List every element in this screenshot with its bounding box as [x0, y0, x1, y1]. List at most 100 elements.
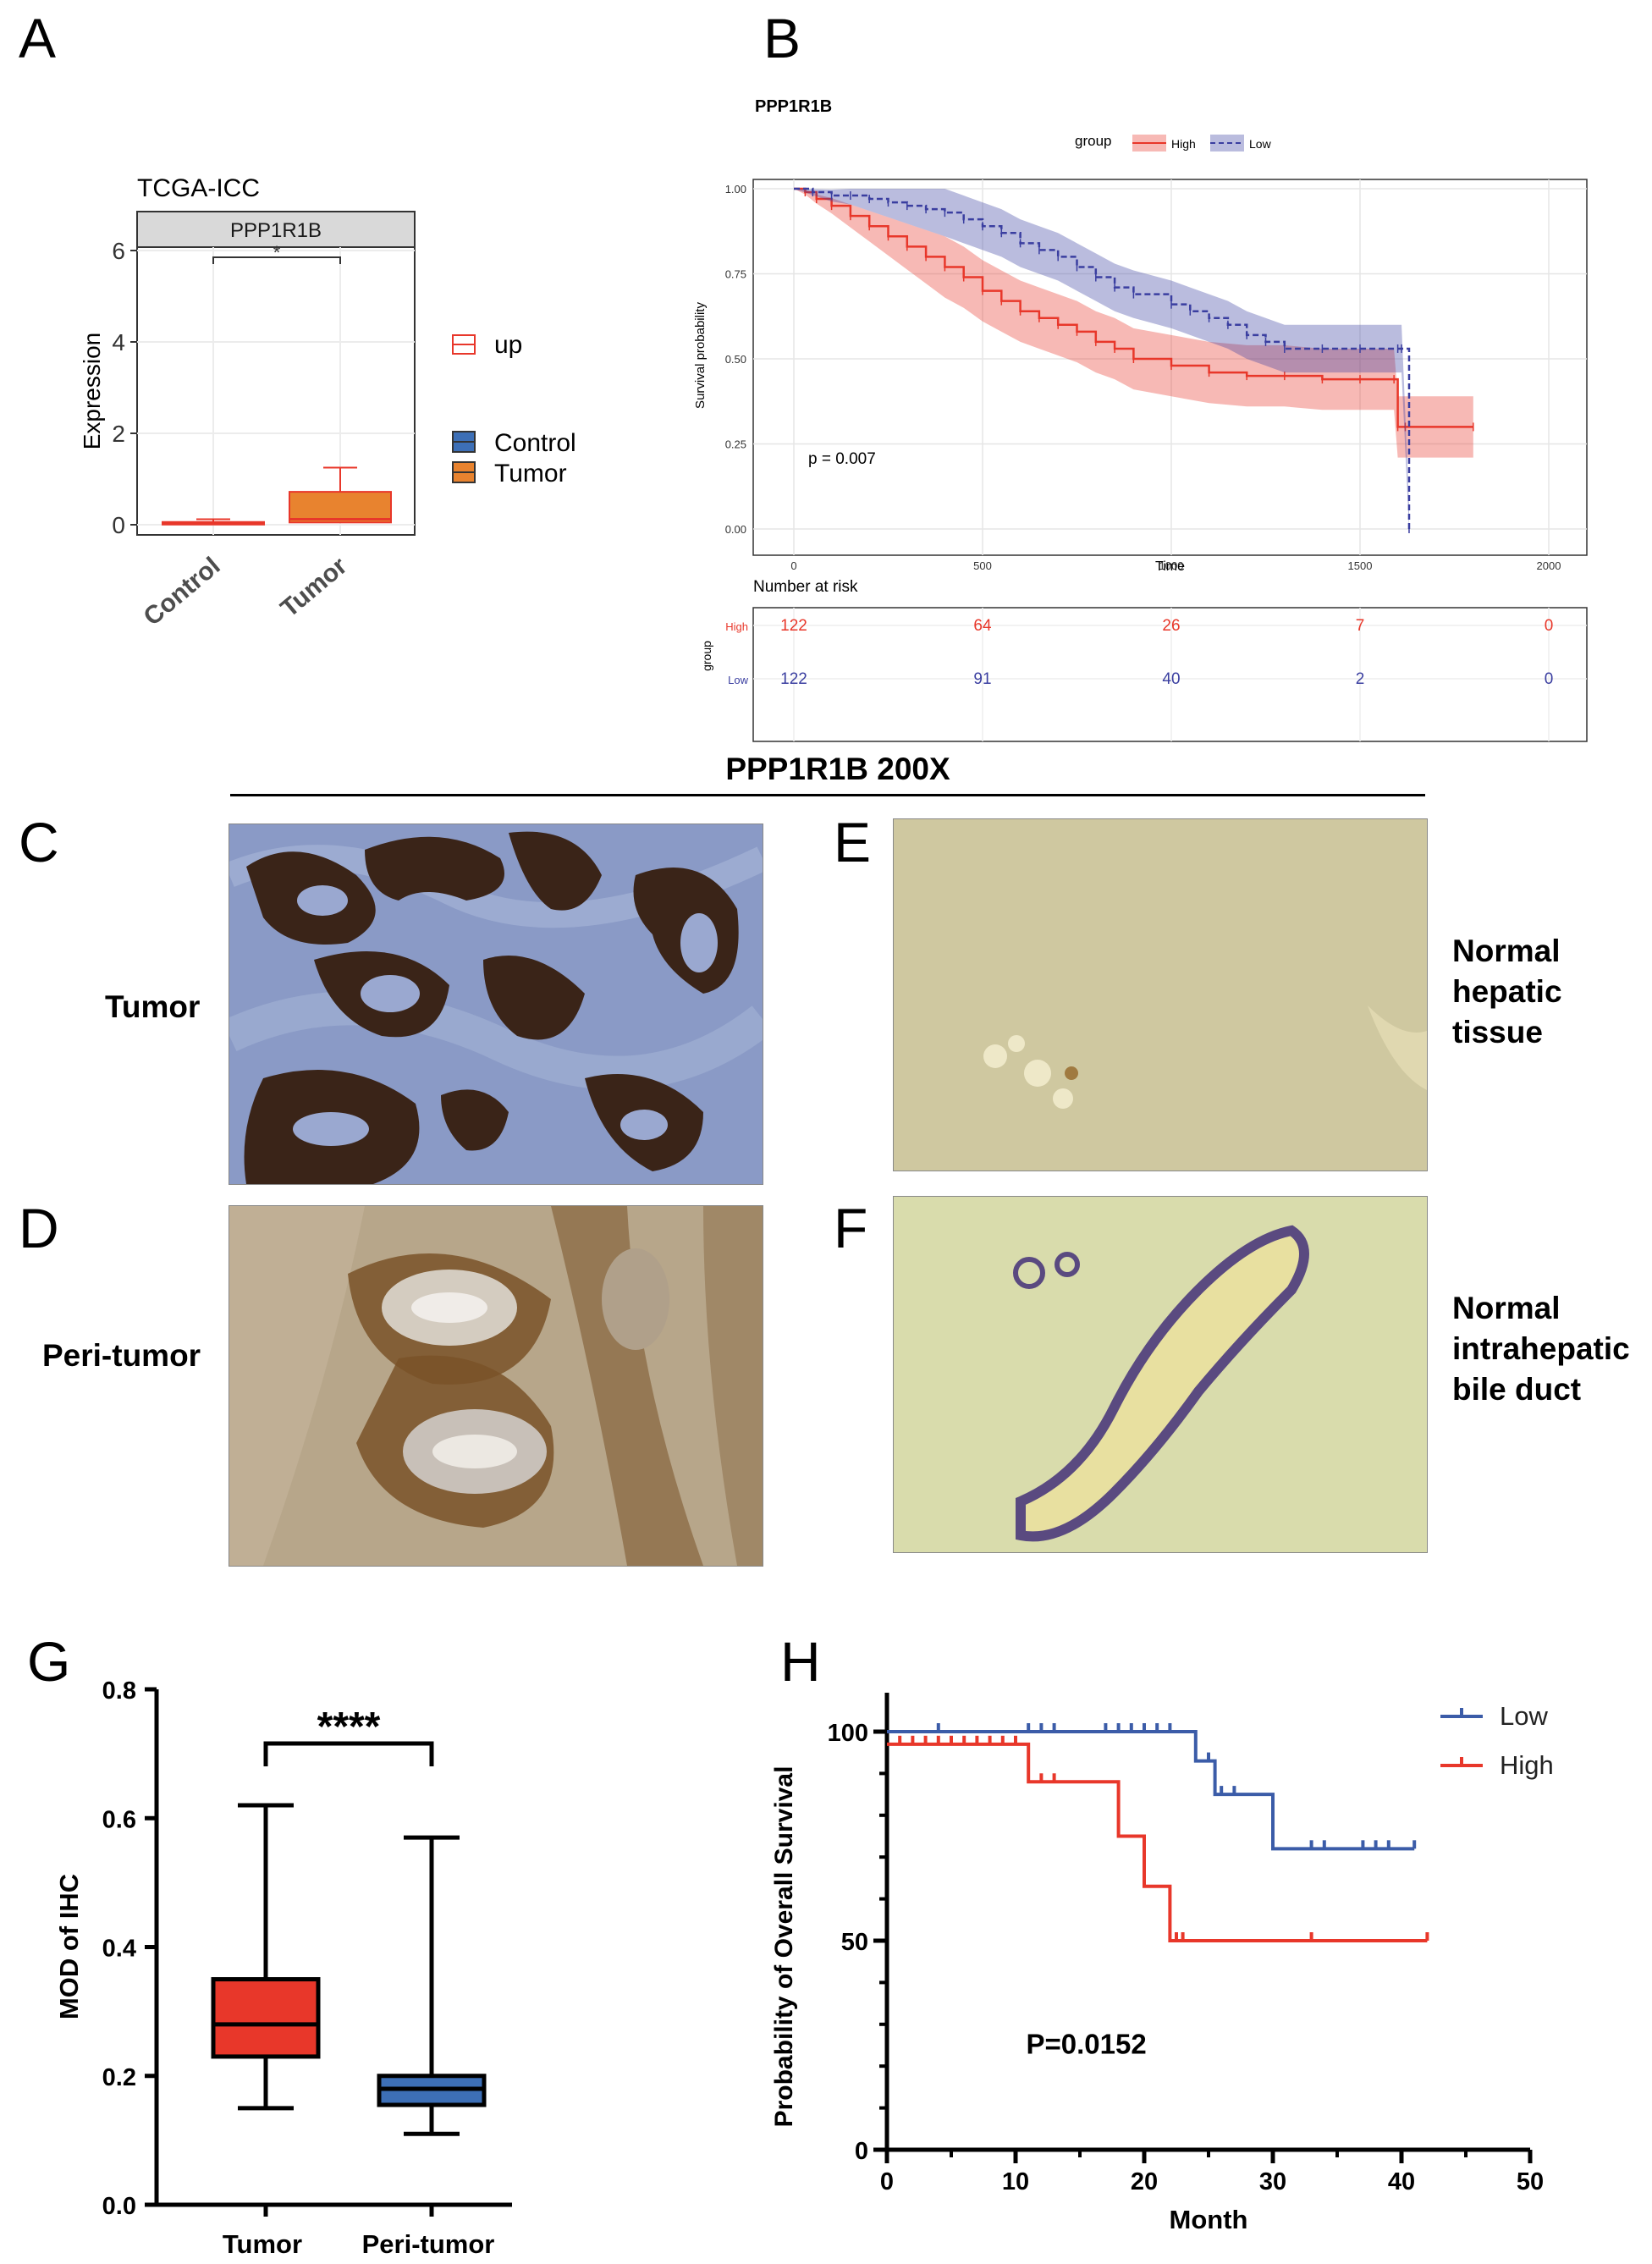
panel-letter-e: E	[834, 811, 872, 873]
normal-hepatic-ihc-image	[893, 818, 1428, 1171]
chart-b-ylabel: Survival probability	[693, 302, 708, 409]
tumor-ihc-image	[229, 824, 763, 1185]
chart-g-ytick-label: 0.8	[102, 1677, 136, 1705]
chart-g-ytick-label: 0.4	[102, 1936, 136, 1963]
chart-b-xlabel: Time	[1155, 559, 1185, 574]
chart-b-ytick-label: 1.00	[725, 183, 746, 196]
chart-a-xtick-label: Tumor	[275, 552, 352, 623]
chart-b-title: PPP1R1B	[755, 97, 832, 116]
label-normal-hepatic-line1: Normal	[1452, 934, 1561, 968]
label-normal-hepatic-line3: tissue	[1452, 1015, 1543, 1049]
chart-g-boxplot: 0.0 0.2 0.4 0.6 0.8 MOD of IHC Tumor Peri-tumor…	[54, 1677, 512, 2259]
chart-h-survival: 0 10 20 30 40 50 0 50 100 Month Probability of Ove…	[770, 1693, 1554, 2234]
label-tumor: Tumor	[105, 989, 201, 1024]
chart-h-ytick-label: 0	[855, 2138, 868, 2165]
chart-a-legend-label-control: Control	[494, 429, 576, 457]
chart-b-ci-band-high	[794, 189, 1473, 458]
chart-h-xtick-label: 30	[1259, 2168, 1286, 2195]
chart-b-curve-low	[794, 187, 1411, 529]
chart-g-ytick-label: 0.0	[102, 2193, 136, 2220]
chart-h-xtick-label: 0	[880, 2168, 894, 2195]
chart-b-risk-row-label-high: High	[725, 620, 748, 633]
label-normal-hepatic-line2: hepatic	[1452, 974, 1562, 1009]
label-normal-hepatic: Normal hepatic tissue	[1452, 931, 1562, 1053]
panel-letter-a: A	[19, 7, 57, 69]
chart-h-curve-low	[887, 1730, 1415, 1851]
chart-g-ytick-label: 0.6	[102, 1806, 136, 1833]
chart-a-ytick-label: 2	[112, 421, 125, 447]
chart-h-legend-label-high: High	[1500, 1750, 1554, 1780]
chart-a-sig-label: *	[273, 242, 281, 263]
chart-h-legend-label-low: Low	[1500, 1701, 1548, 1731]
chart-b-risk-value: 0	[1545, 617, 1554, 635]
chart-g-xtick-label-1: Peri-tumor	[362, 2229, 495, 2259]
panel-letter-b: B	[763, 7, 801, 69]
chart-b-legend-label-high: High	[1171, 137, 1196, 151]
ihc-header: PPP1R1B 200X	[725, 752, 950, 786]
label-normal-bile-line2: intrahepatic	[1452, 1331, 1630, 1366]
chart-b-curve-high	[794, 187, 1473, 428]
chart-b-pvalue: p = 0.007	[808, 450, 876, 468]
chart-b-risk-value: 0	[1545, 670, 1554, 688]
chart-a-ytick-label: 6	[112, 238, 125, 264]
chart-g-xtick-label-0: Tumor	[223, 2229, 302, 2259]
label-normal-bile-line1: Normal	[1452, 1291, 1561, 1325]
chart-b-ytick-label: 0.75	[725, 268, 746, 281]
chart-a-xtick-label: Control	[139, 552, 226, 631]
chart-b-risk-value: 122	[780, 617, 807, 635]
chart-a-legend-label-tumor: Tumor	[494, 460, 567, 488]
chart-b-risk-value: 40	[1162, 670, 1180, 688]
chart-b-xtick-label: 1000	[1159, 559, 1184, 572]
chart-b-ytick-label: 0.50	[725, 353, 746, 366]
chart-b-risk-value: 91	[973, 670, 991, 688]
chart-b-ytick-label: 0.25	[725, 438, 746, 451]
chart-b-plot-area	[752, 179, 1588, 556]
chart-b-xtick-label: 500	[973, 559, 992, 572]
chart-b-survival: PPP1R1B group High Low 0 500 1000 1500 2000 0.00 0…	[693, 97, 1588, 742]
chart-b-risk-area	[752, 607, 1588, 742]
chart-b-xtick-label: 2000	[1537, 559, 1561, 572]
chart-g-ylabel: MOD of IHC	[54, 1874, 84, 2019]
chart-g-sig-bracket	[263, 1741, 434, 1766]
chart-a-ytick-label: 0	[112, 512, 125, 538]
panel-letter-g: G	[27, 1630, 71, 1693]
chart-b-risk-ylabel: group	[700, 641, 713, 671]
chart-b-risk-title: Number at risk	[753, 578, 858, 596]
chart-b-risk-value: 7	[1356, 617, 1365, 635]
label-normal-bile: Normal intrahepatic bile duct	[1452, 1288, 1630, 1410]
chart-b-risk-value: 122	[780, 670, 807, 688]
chart-a-ytick-label: 4	[112, 329, 125, 355]
chart-b-xtick-label: 1500	[1348, 559, 1373, 572]
chart-h-xtick-label: 10	[1002, 2168, 1029, 2195]
panel-letter-f: F	[834, 1197, 868, 1259]
chart-g-box-0	[211, 1977, 321, 2059]
chart-h-pvalue: P=0.0152	[1026, 2028, 1146, 2059]
chart-b-legend-label-low: Low	[1249, 137, 1272, 151]
chart-a-box-tumor	[289, 491, 392, 524]
chart-a-facet-label: PPP1R1B	[230, 219, 322, 242]
panel-letter-c: C	[19, 811, 59, 873]
chart-b-risk-row-label-low: Low	[728, 674, 748, 686]
chart-h-curve-high	[887, 1742, 1428, 1942]
chart-a-title: TCGA-ICC	[137, 174, 260, 202]
chart-a-sig-bracket	[212, 256, 341, 264]
chart-h-xtick-label: 20	[1131, 2168, 1158, 2195]
chart-h-xtick-label: 50	[1517, 2168, 1544, 2195]
chart-h-xtick-label: 40	[1388, 2168, 1415, 2195]
chart-b-risk-value: 26	[1162, 617, 1180, 635]
chart-a-boxplot: TCGA-ICC PPP1R1B 0 2 4 6 Expression Control Tumo…	[79, 174, 576, 631]
normal-bile-duct-ihc-image	[893, 1196, 1428, 1553]
chart-g-sig-label: ****	[317, 1705, 381, 1749]
chart-h-ytick-label: 50	[841, 1929, 868, 1956]
chart-g-ytick-label: 0.2	[102, 2064, 136, 2091]
peri-tumor-ihc-image	[229, 1205, 763, 1567]
panel-letter-d: D	[19, 1197, 59, 1259]
panel-letter-h: H	[780, 1630, 821, 1693]
chart-b-risk-value: 2	[1356, 670, 1365, 688]
chart-b-risk-value: 64	[973, 617, 992, 635]
chart-h-xlabel: Month	[1170, 2205, 1248, 2234]
label-normal-bile-line3: bile duct	[1452, 1372, 1582, 1407]
label-peri-tumor: Peri-tumor	[42, 1338, 201, 1373]
chart-b-ytick-label: 0.00	[725, 523, 746, 536]
chart-b-ci-band-low	[794, 189, 1409, 529]
